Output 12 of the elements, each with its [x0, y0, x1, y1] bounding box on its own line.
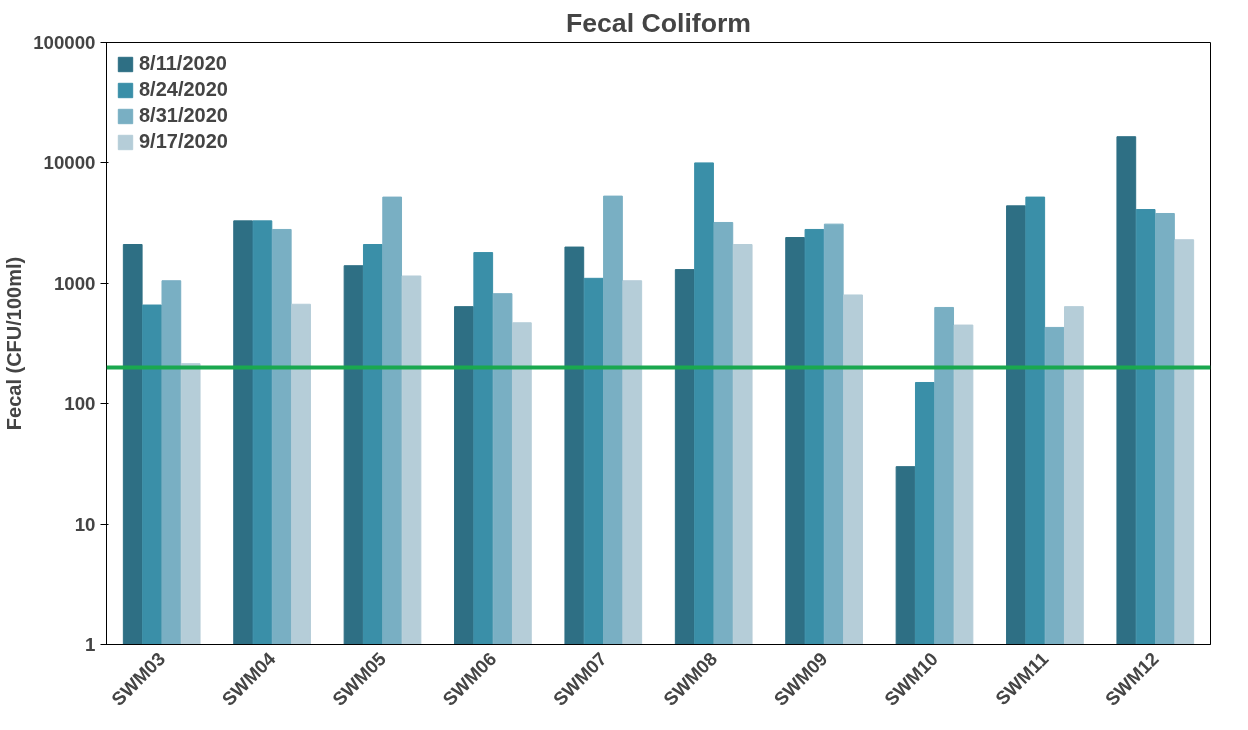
legend-label: 8/24/2020 [139, 78, 228, 101]
y-tick-label: 100000 [33, 32, 96, 53]
y-tick-label: 100 [64, 393, 96, 415]
y-tick-label: 1000 [54, 272, 96, 294]
y-tick-label: 10000 [43, 152, 96, 174]
chart-title: Fecal Coliform [565, 7, 752, 38]
legend-label: 8/11/2020 [139, 52, 227, 75]
y-axis-title: Fecal (CFU/100ml) [3, 256, 26, 431]
y-tick-label: 10 [74, 513, 96, 535]
y-tick-label: 1 [85, 634, 96, 655]
legend-label: 9/17/2020 [139, 130, 228, 153]
legend-label: 8/31/2020 [139, 104, 228, 127]
